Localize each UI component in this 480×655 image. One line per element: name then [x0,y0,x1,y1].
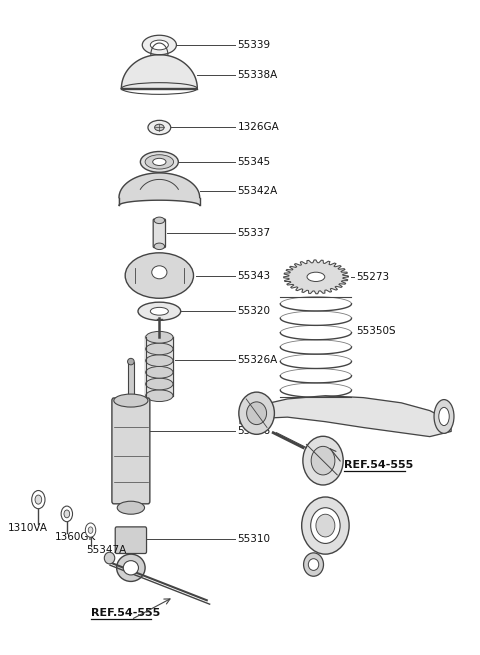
FancyBboxPatch shape [115,527,146,553]
Ellipse shape [303,553,324,576]
Text: 55326A: 55326A [238,355,278,365]
Circle shape [88,527,93,533]
Ellipse shape [145,155,174,169]
Text: 55347A: 55347A [86,544,126,555]
Text: 55320: 55320 [238,307,271,316]
Ellipse shape [123,561,138,575]
Ellipse shape [114,394,148,407]
FancyBboxPatch shape [128,362,134,404]
Ellipse shape [155,124,164,131]
Text: 55342A: 55342A [238,186,278,196]
Text: 55343: 55343 [238,271,271,280]
Polygon shape [121,55,197,88]
FancyBboxPatch shape [153,219,166,248]
Text: 1310VA: 1310VA [8,523,48,533]
Circle shape [64,510,70,518]
Circle shape [85,523,96,537]
Ellipse shape [146,378,173,390]
Ellipse shape [117,554,145,582]
Ellipse shape [146,366,173,378]
Ellipse shape [146,343,173,355]
Ellipse shape [138,302,180,320]
Ellipse shape [439,407,449,426]
Text: 55345: 55345 [238,157,271,167]
Ellipse shape [117,501,144,514]
Ellipse shape [146,355,173,366]
FancyBboxPatch shape [112,398,150,504]
Text: 55337: 55337 [238,229,271,238]
Ellipse shape [154,217,165,223]
Ellipse shape [150,307,168,315]
Polygon shape [119,173,200,206]
Polygon shape [284,260,348,293]
Text: 55310: 55310 [238,534,271,544]
Ellipse shape [125,253,193,298]
Text: 55576: 55576 [238,426,271,436]
Text: REF.54-555: REF.54-555 [91,608,160,618]
Ellipse shape [128,358,134,365]
Ellipse shape [154,243,165,250]
Text: 1326GA: 1326GA [238,122,279,132]
Ellipse shape [104,552,115,564]
Text: 55350S: 55350S [356,326,396,336]
Text: 1360GK: 1360GK [55,533,96,542]
Text: 55339: 55339 [238,40,271,50]
Ellipse shape [152,266,167,279]
Ellipse shape [150,40,168,50]
Circle shape [61,506,72,521]
Ellipse shape [140,151,179,172]
Ellipse shape [142,35,177,55]
Ellipse shape [308,559,319,571]
Ellipse shape [434,400,454,434]
Ellipse shape [303,436,343,485]
Polygon shape [240,396,451,437]
Ellipse shape [148,121,171,135]
Ellipse shape [307,272,325,282]
Circle shape [35,495,42,504]
Ellipse shape [316,514,335,537]
Text: REF.54-555: REF.54-555 [344,460,414,470]
FancyBboxPatch shape [144,335,174,398]
Circle shape [32,491,45,509]
Ellipse shape [311,446,335,475]
Ellipse shape [153,159,166,166]
Ellipse shape [301,497,349,554]
Ellipse shape [247,402,266,424]
Ellipse shape [146,390,173,402]
Text: 55273: 55273 [356,272,389,282]
Ellipse shape [311,508,340,544]
Ellipse shape [146,331,173,343]
Ellipse shape [239,392,275,434]
Text: 55338A: 55338A [238,70,278,80]
